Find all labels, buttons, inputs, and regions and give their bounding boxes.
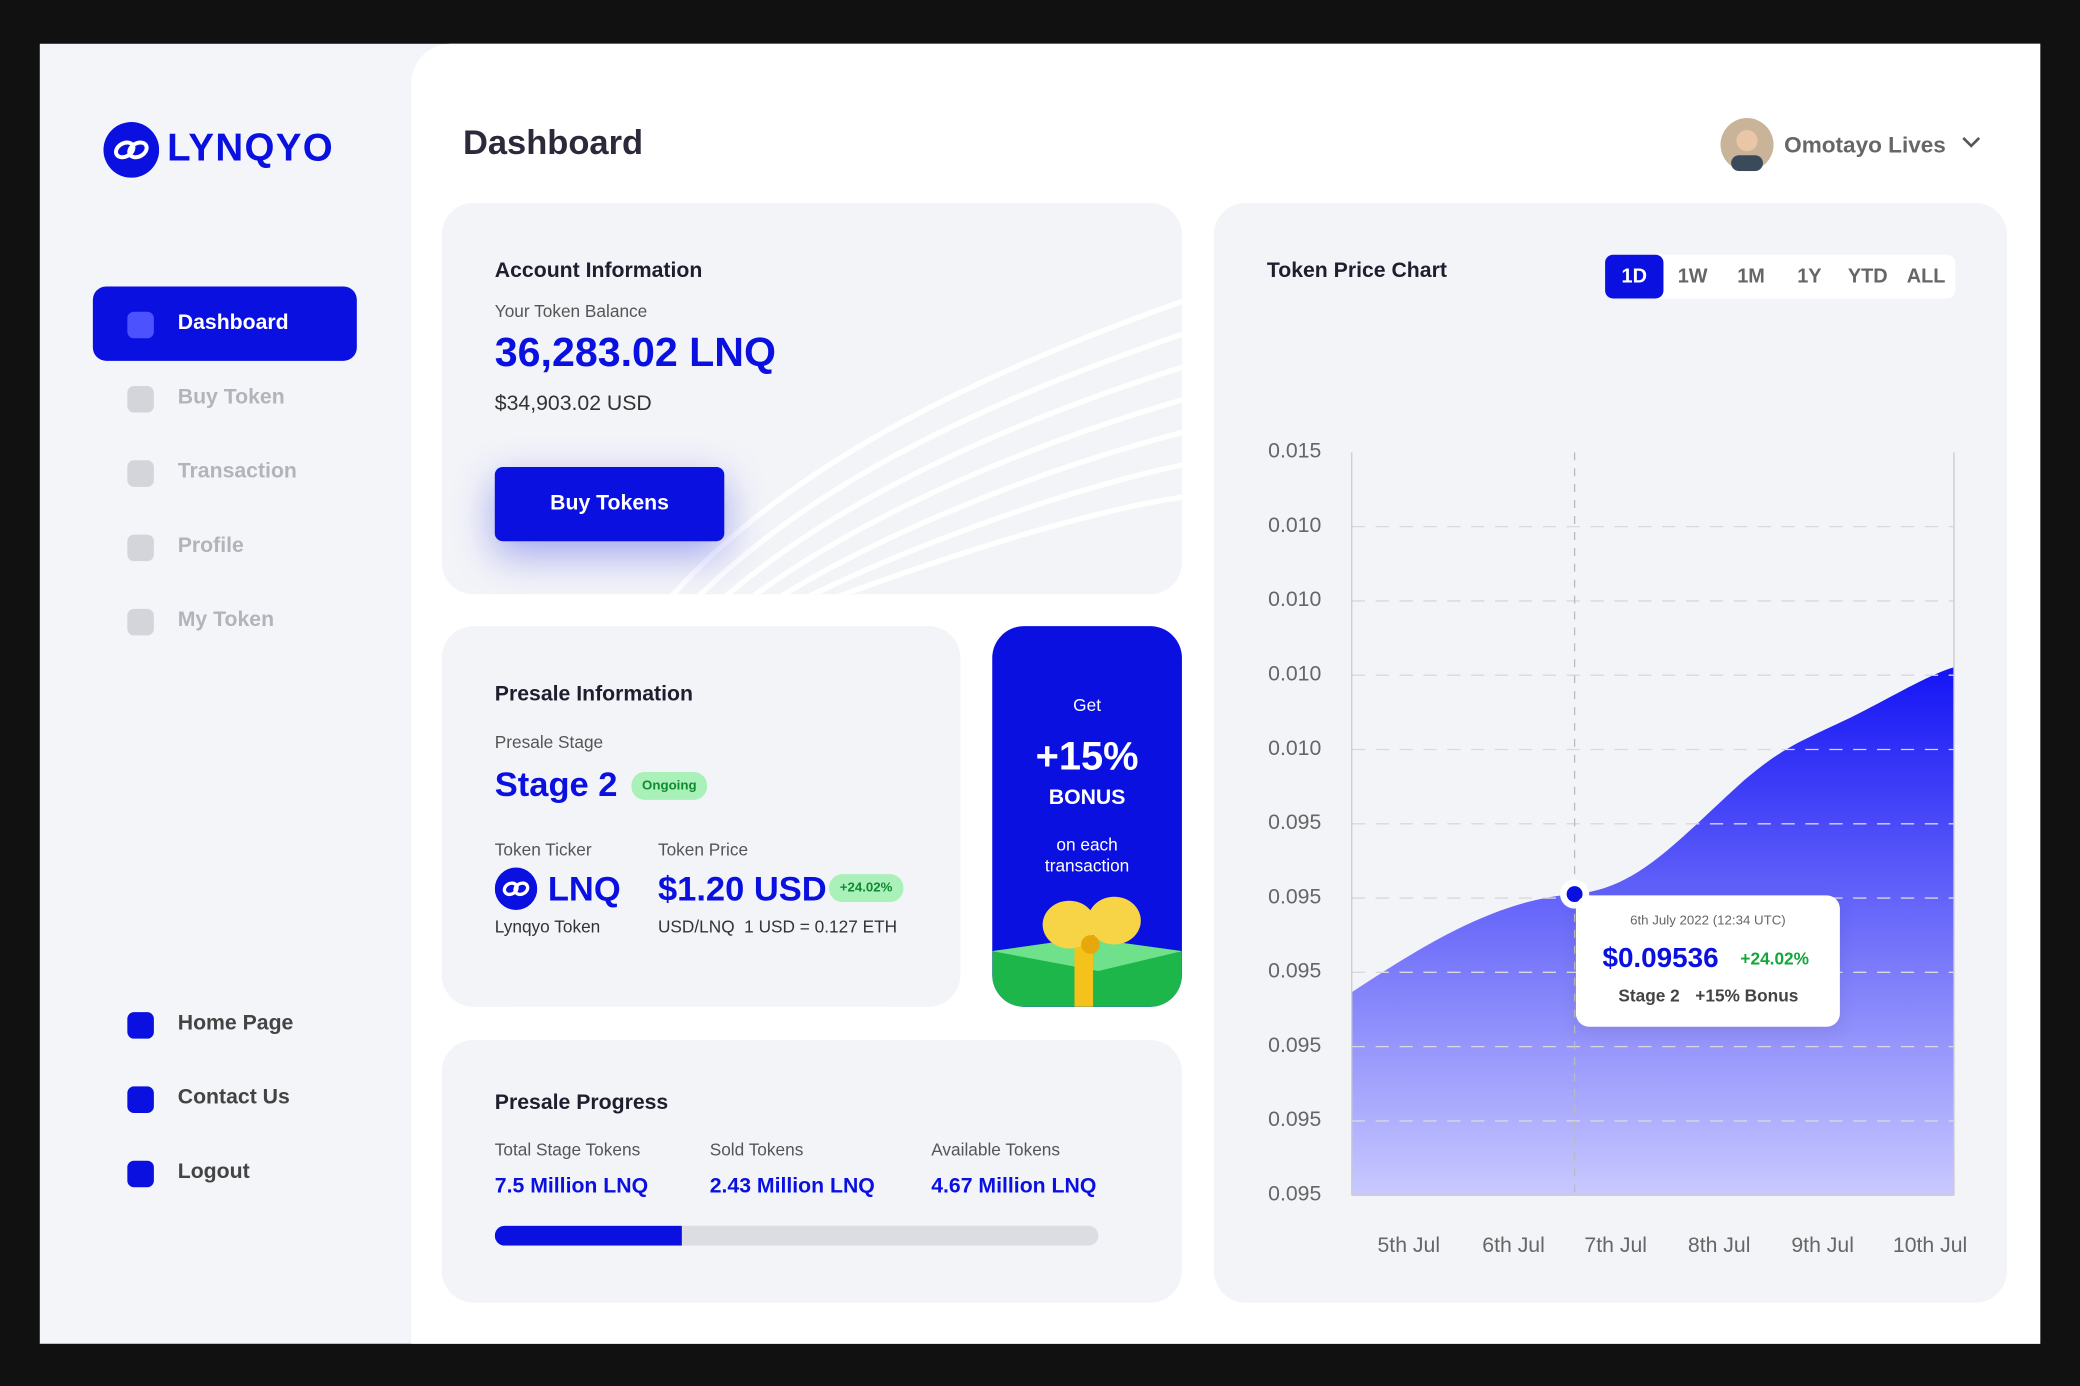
promo-get: Get <box>1073 695 1101 715</box>
rate: 1 USD = 0.127 ETH <box>744 916 898 937</box>
brand: LYNQYO <box>167 127 335 170</box>
ticker: LNQ <box>547 868 621 909</box>
progress-fill <box>494 1225 682 1246</box>
label: Presale Stage <box>494 732 604 753</box>
label: Token Ticker <box>494 839 592 860</box>
range-button[interactable]: 1M <box>1737 265 1765 288</box>
card-title: Presale Information <box>494 683 693 706</box>
progress-label: Total Stage Tokens <box>494 1139 641 1160</box>
progress-track <box>494 1225 1099 1246</box>
nav-icon <box>127 1160 154 1188</box>
promo-note: on each transaction <box>1044 834 1130 876</box>
nav-icon <box>127 608 154 636</box>
tooltip-price: $0.09536 <box>1602 943 1719 974</box>
account-card: Account Information Your Token Balance 3… <box>441 202 1182 595</box>
range-button[interactable]: 1W <box>1677 265 1708 288</box>
progress-label: Sold Tokens <box>709 1139 804 1160</box>
x-label: 10th Jul <box>1892 1234 1968 1258</box>
dropdown-caret[interactable] <box>1961 135 1982 151</box>
progress-label: Available Tokens <box>931 1139 1061 1160</box>
x-label: 5th Jul <box>1377 1234 1441 1258</box>
nav-icon <box>127 1012 154 1039</box>
y-label: 0.095 <box>1268 1183 1322 1206</box>
tooltip-stage: Stage 2 <box>1618 985 1680 1006</box>
progress-card: Presale Progress Total Stage Tokens 7.5 M… <box>441 1039 1182 1303</box>
tooltip-date: 6th July 2022 (12:34 UTC) <box>1630 913 1786 929</box>
nav-icon <box>127 1086 154 1113</box>
buy-tokens-button[interactable]: Buy Tokens <box>494 466 725 542</box>
promo-card[interactable]: Get +15% BONUS on each transaction <box>992 626 1182 1007</box>
balance: 36,283.02 LNQ <box>494 328 776 376</box>
y-label: 0.095 <box>1268 1108 1322 1132</box>
tooltip: 6th July 2022 (12:34 UTC) $0.09536 +24.0… <box>1575 895 1840 1027</box>
user-name[interactable]: Omotayo Lives <box>1784 132 1946 158</box>
nav-icon <box>127 534 154 562</box>
token-icon <box>494 867 538 910</box>
ticker-name: Lynqyo Token <box>494 916 601 937</box>
presale-card: Presale Information Presale Stage Stage … <box>441 626 961 1007</box>
nav-item[interactable]: Contact Us <box>177 1086 290 1109</box>
nav-item[interactable]: Buy Token <box>177 386 285 409</box>
point[interactable] <box>1566 886 1583 903</box>
y-label: 0.095 <box>1268 1034 1322 1058</box>
x-label: 7th Jul <box>1584 1234 1647 1258</box>
range-button[interactable]: YTD <box>1847 265 1888 288</box>
range-button[interactable]: ALL <box>1906 265 1946 288</box>
y-label: 0.015 <box>1268 440 1322 463</box>
nav-icon <box>127 386 154 413</box>
card-title: Account Information <box>494 259 703 283</box>
y-label: 0.095 <box>1268 960 1322 983</box>
nav-item[interactable]: Logout <box>177 1160 250 1184</box>
logo-icon <box>103 122 160 178</box>
range-button[interactable]: 1Y <box>1797 265 1822 288</box>
y-label: 0.010 <box>1268 514 1322 538</box>
token-price: $1.20 USD <box>657 868 827 909</box>
progress-value: 2.43 Million LNQ <box>709 1175 875 1198</box>
label: Token Price <box>657 839 749 860</box>
x-label: 8th Jul <box>1687 1234 1751 1258</box>
nav-item[interactable]: Home Page <box>177 1012 294 1035</box>
wave-decor <box>669 298 1182 595</box>
progress-value: 7.5 Million LNQ <box>494 1175 649 1198</box>
nav-icon <box>127 460 154 487</box>
nav-item[interactable]: Profile <box>177 534 244 558</box>
nav-item[interactable]: Dashboard <box>177 311 289 335</box>
pair: USD/LNQ <box>657 916 735 937</box>
promo-bonus: +15% <box>1035 734 1139 779</box>
stage: Stage 2 <box>494 764 618 804</box>
change-badge: +24.02% <box>829 874 904 903</box>
balance-usd: $34,903.02 USD <box>494 392 652 416</box>
x-label: 9th Jul <box>1791 1234 1854 1258</box>
y-label: 0.095 <box>1268 811 1322 835</box>
tooltip-bonus: +15% Bonus <box>1695 985 1799 1006</box>
progress-value: 4.67 Million LNQ <box>931 1175 1097 1198</box>
avatar[interactable] <box>1720 118 1774 172</box>
status-badge: Ongoing <box>631 772 708 800</box>
card-title: Presale Progress <box>494 1091 669 1115</box>
tooltip-change: +24.02% <box>1740 948 1809 969</box>
range-selector: 1D 1W 1M 1Y YTD ALL <box>1605 254 1956 299</box>
y-label: 0.010 <box>1268 588 1322 612</box>
label: Your Token Balance <box>494 301 648 322</box>
x-label: 6th Jul <box>1482 1234 1545 1258</box>
nav-item[interactable]: My Token <box>177 608 275 632</box>
nav-icon <box>127 311 154 339</box>
nav-item[interactable]: Transaction <box>177 460 297 483</box>
y-label: 0.095 <box>1268 886 1322 909</box>
chart-title: Token Price Chart <box>1266 259 1447 283</box>
y-label: 0.010 <box>1268 737 1322 761</box>
range-button[interactable]: 1D <box>1605 254 1664 299</box>
chart <box>1351 452 1955 1196</box>
y-label: 0.010 <box>1268 663 1322 686</box>
gift-icon <box>992 896 1182 1007</box>
page-title: Dashboard <box>462 122 644 162</box>
promo-bonus-word: BONUS <box>1048 786 1126 810</box>
